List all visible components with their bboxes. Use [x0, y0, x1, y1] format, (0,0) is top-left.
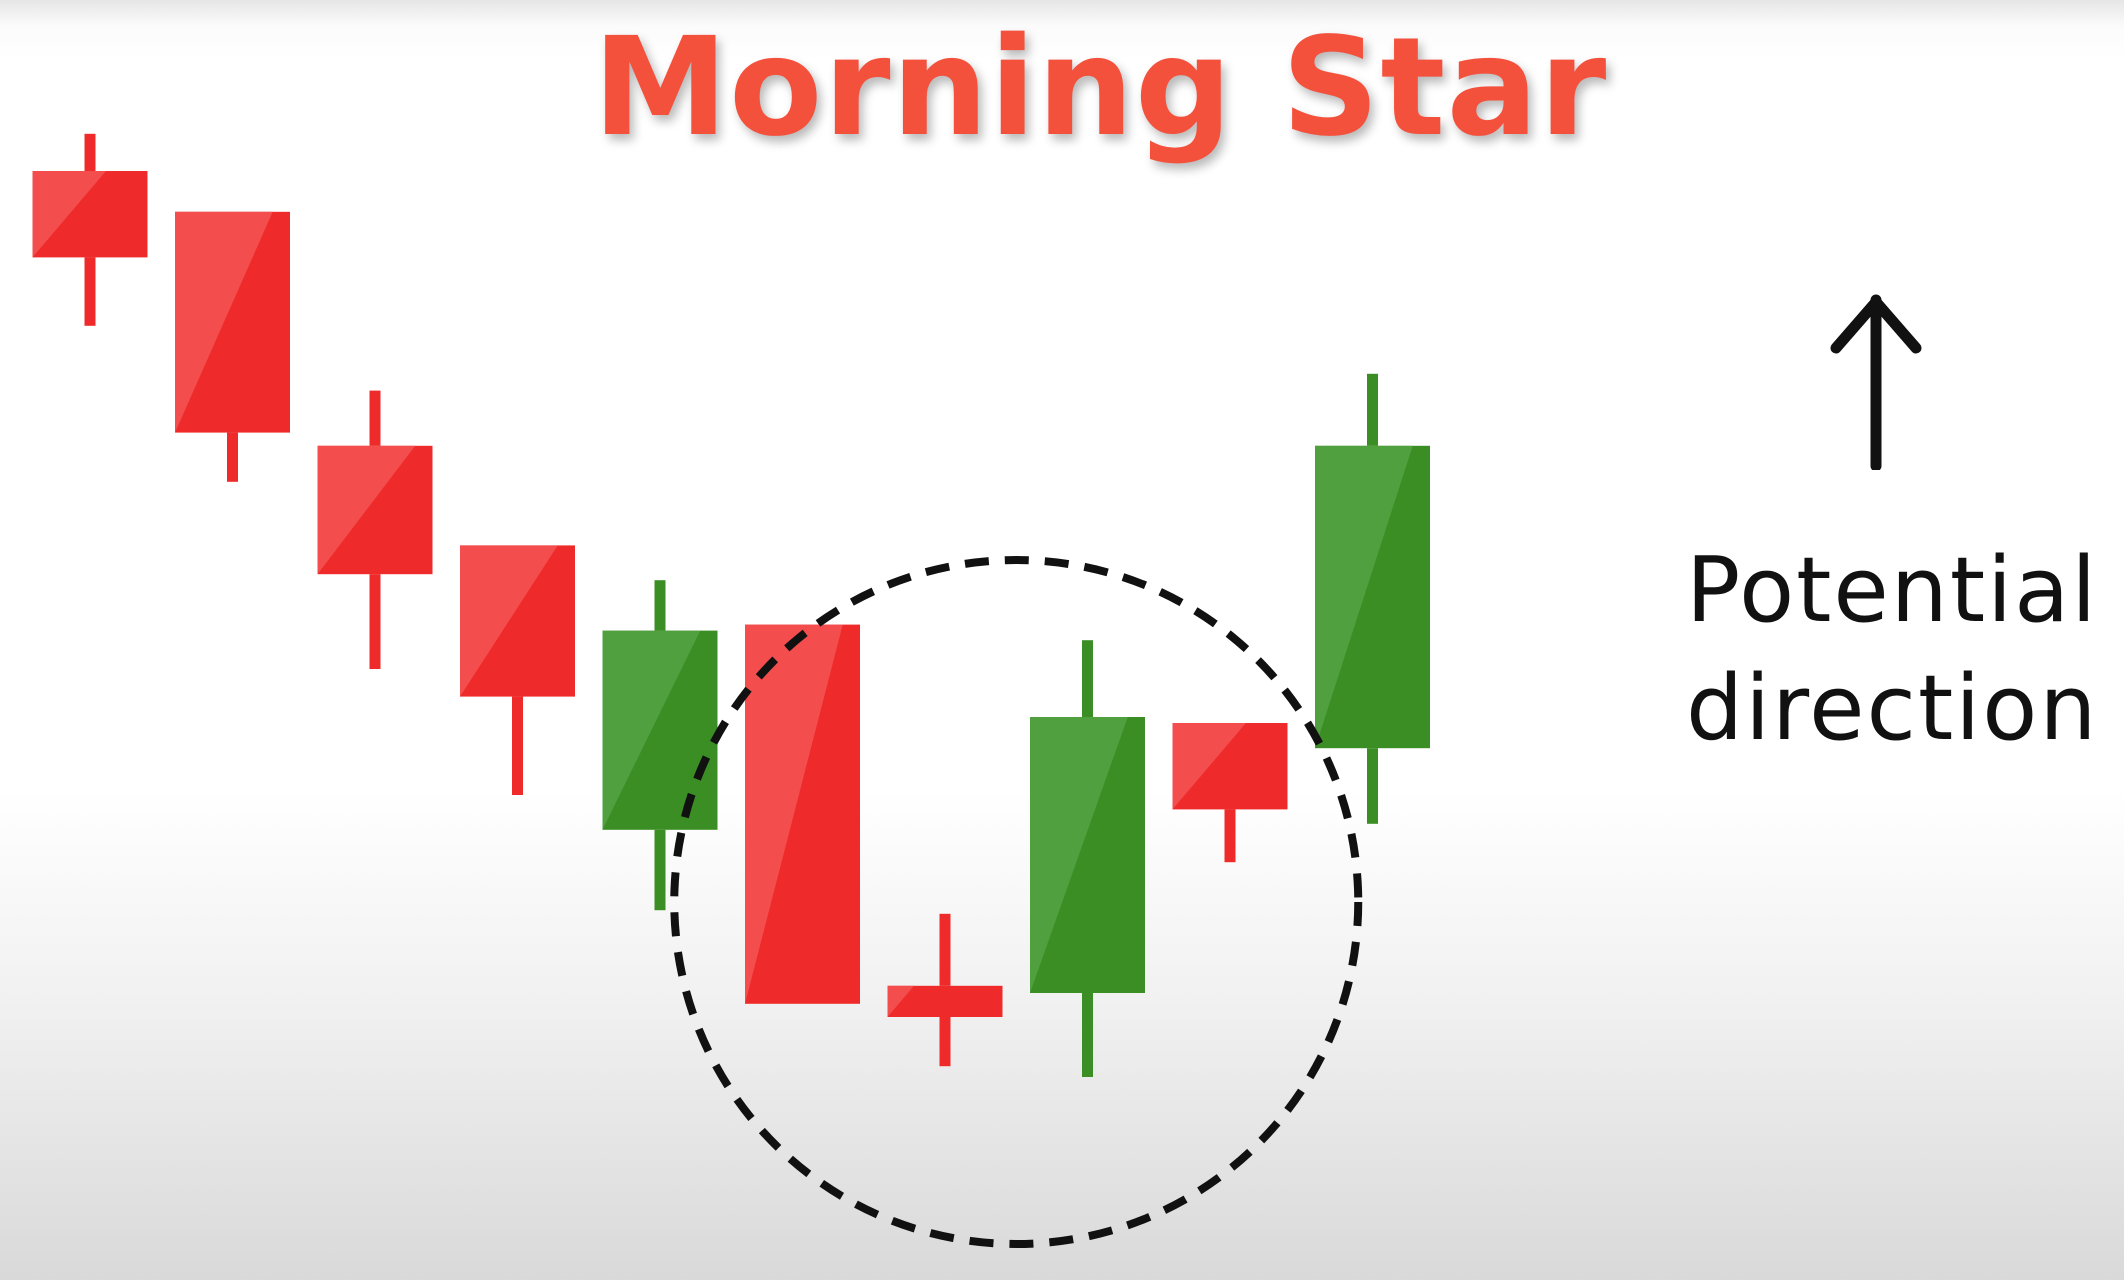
candle-upper-wick: [369, 390, 381, 446]
candle-lower-wick: [369, 574, 381, 669]
candle-lower-wick: [654, 829, 666, 911]
candle-6: [887, 913, 1003, 1067]
candle-upper-wick: [939, 913, 951, 986]
candle-body-shine: [32, 171, 106, 258]
candle-upper-wick: [1082, 640, 1093, 717]
candle-4: [602, 580, 718, 911]
candle-body-shine: [317, 445, 416, 575]
candle-5: [745, 624, 860, 1004]
candle-9: [1315, 373, 1430, 824]
candle-body-shine: [745, 624, 843, 1004]
candle-lower-wick: [1367, 748, 1378, 824]
candle-body-shine: [1315, 445, 1413, 749]
candles-layer: [32, 133, 1430, 1077]
candle-1: [175, 211, 290, 482]
candle-upper-wick: [84, 133, 96, 171]
candle-3: [460, 545, 575, 795]
annotation-line-2: direction: [1686, 656, 2099, 761]
candle-body-shine: [175, 211, 273, 433]
highlight-layer: [670, 556, 1363, 1248]
up-arrow-icon: [1830, 294, 1922, 470]
direction-annotation: Potential direction: [1686, 532, 2124, 768]
chart-title: Morning Star: [592, 9, 1608, 167]
candle-body-shine: [887, 985, 915, 1017]
pattern-highlight-circle: [670, 556, 1363, 1248]
candle-lower-wick: [84, 257, 96, 326]
candle-upper-wick: [1367, 373, 1378, 446]
candle-body-shine: [1172, 723, 1246, 810]
candle-8: [1172, 723, 1288, 863]
candle-lower-wick: [939, 1017, 951, 1067]
candle-lower-wick: [1224, 809, 1236, 863]
candle-body-shine: [460, 545, 558, 697]
annotation-line-1: Potential: [1686, 538, 2099, 643]
candle-lower-wick: [227, 432, 238, 482]
candle-upper-wick: [654, 580, 666, 631]
candle-7: [1030, 640, 1145, 1077]
candle-body-shine: [1030, 717, 1128, 993]
candle-0: [32, 133, 148, 326]
candle-lower-wick: [1082, 993, 1093, 1077]
candle-body-shine: [602, 630, 701, 830]
candle-2: [317, 390, 433, 669]
candle-lower-wick: [512, 696, 523, 795]
